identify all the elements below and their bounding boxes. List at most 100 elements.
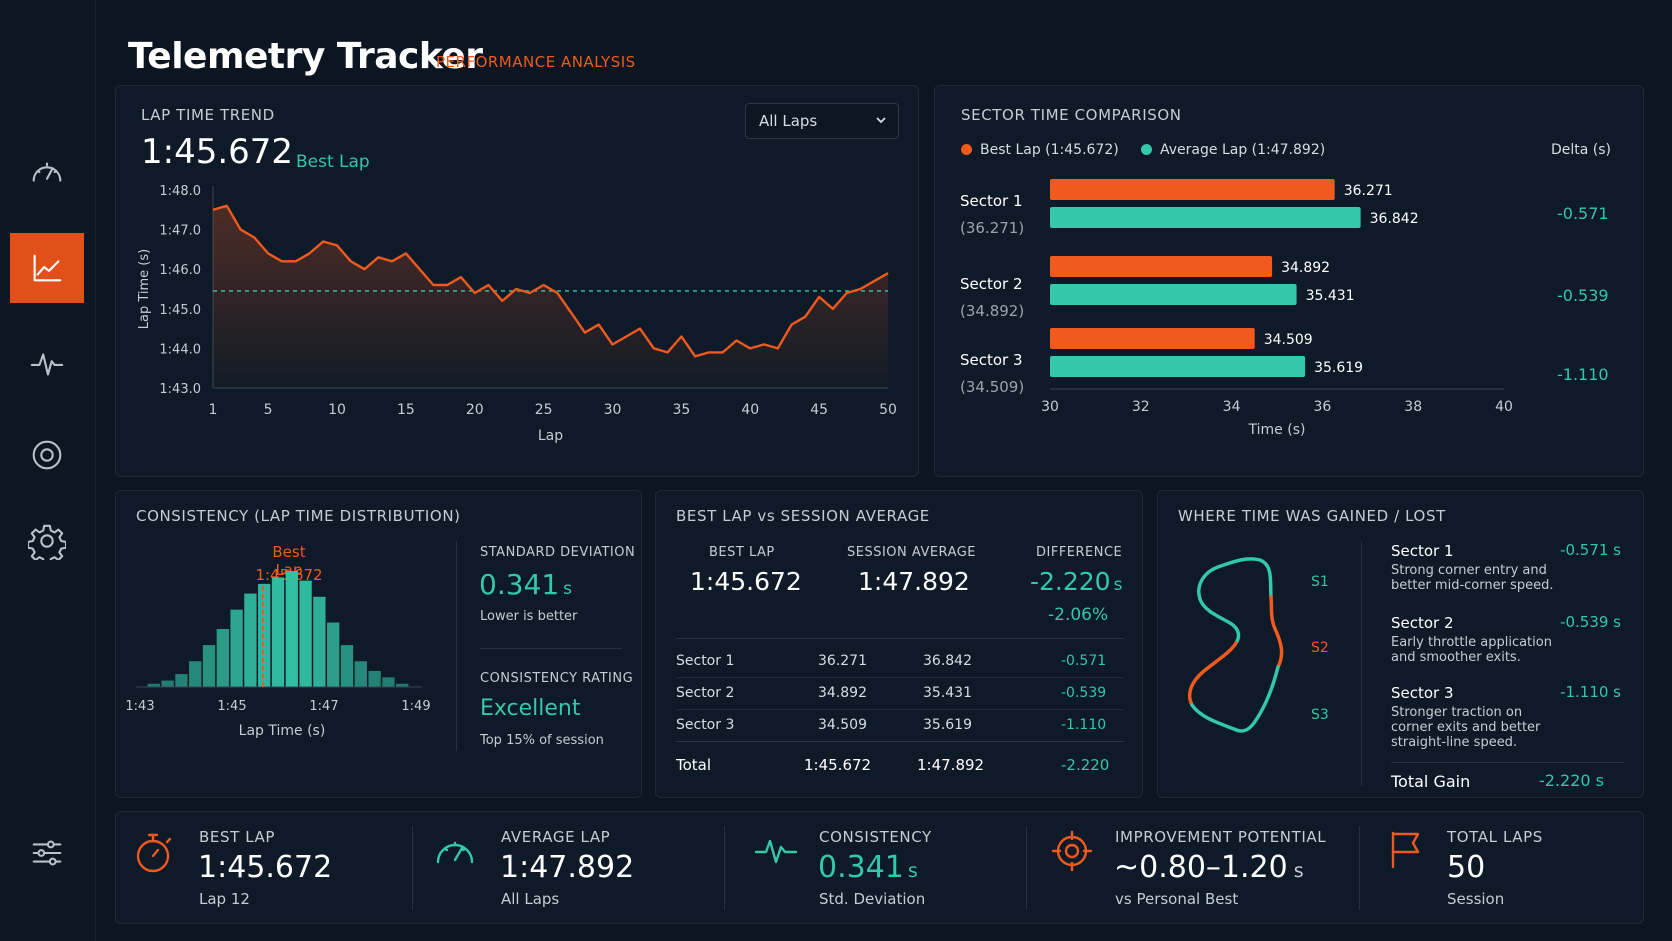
sector-bar-label: 35.431 <box>1306 288 1355 304</box>
histogram-bar <box>382 677 395 687</box>
crosshair-icon <box>1051 830 1093 872</box>
lap-trend-title: LAP TIME TREND <box>141 106 275 124</box>
nav-analysis[interactable] <box>10 233 84 303</box>
kpi-avg-lap-value: 1:47.892 <box>500 850 635 885</box>
x-axis-title: Lap Time (s) <box>239 723 326 739</box>
kpi-strip: BEST LAP 1:45.672 Lap 12 AVERAGE LAP 1:4… <box>115 811 1644 924</box>
lap-filter-value: All Laps <box>759 112 818 130</box>
kpi-improvement-unit: s <box>1293 860 1304 882</box>
x-tick-label: 1:47 <box>309 699 338 714</box>
x-tick-label: 15 <box>397 402 415 418</box>
kpi-consistency-sub: Std. Deviation <box>819 890 926 908</box>
legend-avg-swatch <box>1141 144 1152 155</box>
histogram-bar <box>354 661 367 687</box>
row-avg: 35.619 <box>923 717 972 733</box>
sidebar <box>0 0 96 941</box>
stopwatch-icon <box>136 833 172 873</box>
total-gain-rule <box>1391 762 1624 763</box>
row-sector: Sector 2 <box>676 685 735 701</box>
gain-item-sector-2: Sector 2 -0.539 s Early throttle applica… <box>1391 613 1621 665</box>
kpi-consistency-unit: s <box>907 860 918 882</box>
sector-2-name: Sector 2 <box>960 275 1023 293</box>
gain-item-value: -0.571 s <box>1560 541 1621 559</box>
x-tick-label: 1 <box>209 402 218 418</box>
total-gain-value: -2.220 s <box>1539 771 1604 790</box>
lap-filter-dropdown[interactable]: All Laps <box>745 103 899 139</box>
header-best: BEST LAP <box>709 545 775 560</box>
x-tick-label: 35 <box>672 402 690 418</box>
x-tick-label: 10 <box>328 402 346 418</box>
row-best: 36.271 <box>818 653 867 669</box>
session-avg-value: 1:47.892 <box>858 567 970 596</box>
table-rule <box>676 638 1124 639</box>
line-chart-icon <box>33 254 62 282</box>
gain-item-desc-2: and smoother exits. <box>1391 650 1521 665</box>
gain-item-value: -1.110 s <box>1560 683 1621 701</box>
track-sector-1 <box>1197 557 1273 645</box>
nav-target[interactable] <box>10 420 84 490</box>
consistency-panel: CONSISTENCY (LAP TIME DISTRIBUTION) Best… <box>115 490 642 798</box>
x-tick-label: 20 <box>466 402 484 418</box>
histogram-bar <box>230 609 243 687</box>
histogram-bar <box>327 622 340 687</box>
legend-best-label: Best Lap (1:45.672) <box>980 142 1119 158</box>
sector-bar-label: 35.619 <box>1314 360 1363 376</box>
gain-item-name: Sector 2 <box>1391 614 1454 632</box>
table-row: Sector 2 34.892 35.431 -0.539 <box>676 678 1124 710</box>
sliders-icon <box>32 840 62 866</box>
x-tick-label: 1:49 <box>401 699 430 714</box>
kpi-consistency-value-wrap: 0.341 s <box>818 850 918 885</box>
sector-bar-chart: 30 32 34 36 38 40 Time (s) 36.271 36.842 34.892 35… <box>1041 179 1513 438</box>
nav-settings[interactable] <box>10 506 84 576</box>
kpi-total-laps-sub: Session <box>1447 890 1505 908</box>
histogram-bar <box>189 661 202 687</box>
consistency-title: CONSISTENCY (LAP TIME DISTRIBUTION) <box>136 507 461 525</box>
row-diff: -1.110 <box>1061 717 1107 733</box>
sector-bar-label: 36.842 <box>1370 211 1419 227</box>
x-tick-label: 25 <box>535 402 553 418</box>
histogram-bar <box>299 580 312 687</box>
y-tick-label: 1:44.0 <box>159 342 201 357</box>
x-tick-label: 32 <box>1132 399 1150 415</box>
sector-1-name: Sector 1 <box>960 192 1023 210</box>
gain-item-desc-2: better mid-corner speed. <box>1391 578 1554 593</box>
stats-divider <box>480 648 622 649</box>
row-diff: -0.571 <box>1061 653 1107 669</box>
best-vs-avg-title: BEST LAP vs SESSION AVERAGE <box>676 507 930 525</box>
best-lap-label: Best Lap <box>296 152 370 172</box>
total-diff: -2.220 <box>1061 756 1110 774</box>
track-sector-3 <box>1190 665 1280 733</box>
track-label-s2: S2 <box>1311 640 1329 656</box>
histogram-bar <box>396 683 409 687</box>
app-title: Telemetry Tracker <box>128 36 483 77</box>
total-best: 1:45.672 <box>804 756 872 774</box>
x-tick-label: 5 <box>264 402 273 418</box>
nav-filters[interactable] <box>10 818 84 888</box>
app-subtitle: PERFORMANCE ANALYSIS <box>436 53 636 71</box>
nav-telemetry[interactable] <box>10 329 84 399</box>
target-icon <box>32 440 62 470</box>
kpi-improvement-value: ~0.80–1.20 <box>1114 850 1288 885</box>
sector-3-name: Sector 3 <box>960 351 1023 369</box>
gain-item-desc-3: straight-line speed. <box>1391 735 1518 750</box>
x-tick-label: 1:45 <box>217 699 246 714</box>
x-axis-title: Time (s) <box>1248 422 1306 438</box>
lap-area <box>213 205 888 388</box>
table-total-row: Total 1:45.672 1:47.892 -2.220 <box>676 742 1124 782</box>
histogram-bar <box>202 645 216 687</box>
std-dev-note: Lower is better <box>480 609 578 624</box>
chevron-down-icon <box>876 117 886 124</box>
x-tick-label: 45 <box>810 402 828 418</box>
rating-value: Excellent <box>480 696 581 721</box>
nav-dashboard[interactable] <box>10 138 84 208</box>
sector-comparison-title: SECTOR TIME COMPARISON <box>961 106 1182 124</box>
kpi-consistency-value: 0.341 <box>818 850 904 885</box>
kpi-total-laps-label: TOTAL LAPS <box>1447 828 1543 846</box>
row-avg: 36.842 <box>923 653 972 669</box>
x-tick-label: 1:43 <box>125 699 154 714</box>
std-dev-label: STANDARD DEVIATION <box>480 545 636 560</box>
pulse-icon <box>754 839 798 864</box>
kpi-divider <box>1026 826 1027 910</box>
y-tick-label: 1:47.0 <box>159 224 201 239</box>
legend-best-swatch <box>961 144 972 155</box>
